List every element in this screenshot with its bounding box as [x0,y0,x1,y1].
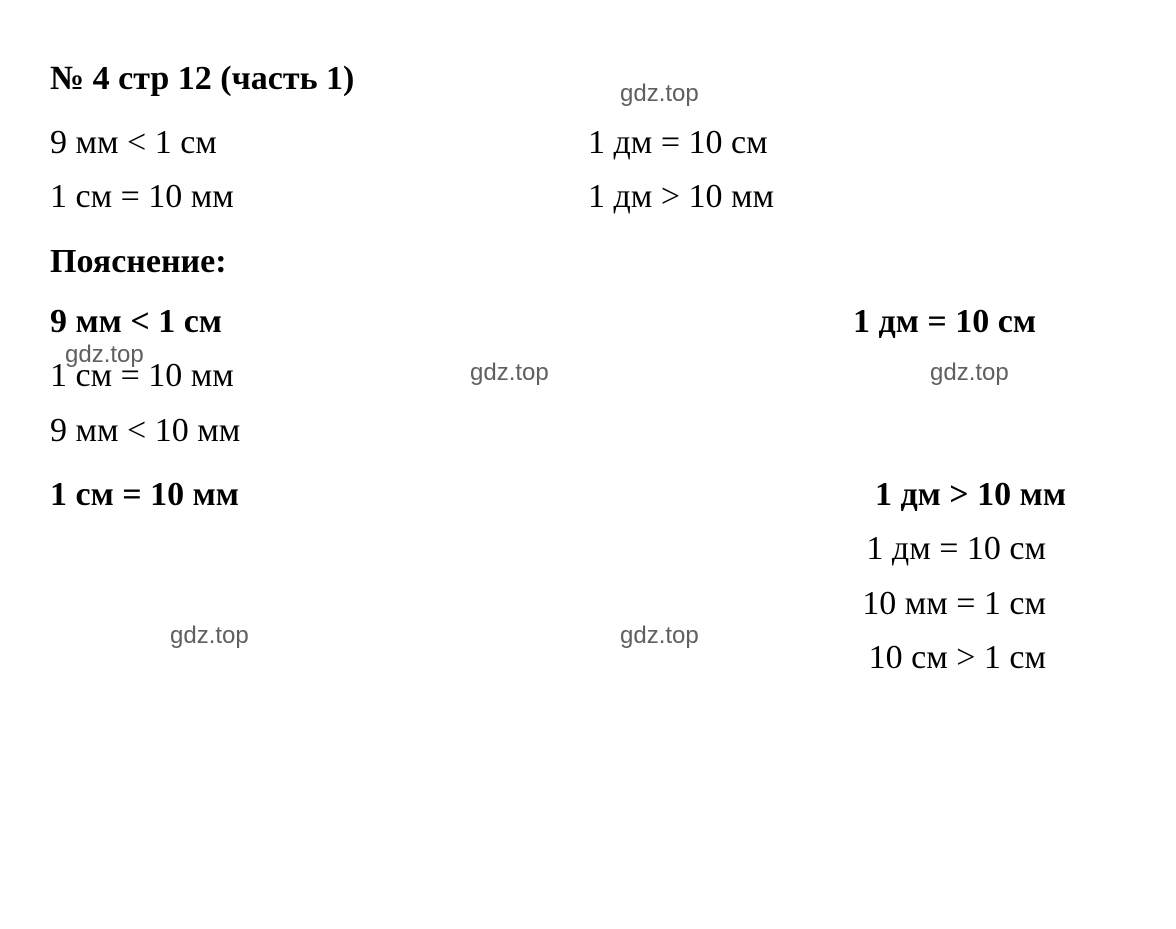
page-title: № 4 стр 12 (часть 1) [50,60,1126,98]
comparison-bold: 1 см = 10 мм [50,468,588,522]
comparison-line: 1 дм > 10 мм [588,170,1126,224]
comparison-top: 9 мм < 1 см 1 см = 10 мм 1 дм = 10 см 1 … [50,116,1126,225]
watermark-text: gdz.top [620,80,699,108]
watermark-text: gdz.top [620,622,699,650]
explanation-row-2: 1 см = 10 мм 1 дм > 10 мм [50,468,1126,522]
comparison-line: 1 см = 10 мм [50,170,588,224]
comparison-bold: 1 дм = 10 см [588,295,1036,349]
explanation-row-1: 9 мм < 1 см 1 дм = 10 см [50,295,1126,349]
comparison-line: 1 дм = 10 см [588,116,1126,170]
watermark-text: gdz.top [65,341,144,369]
watermark-text: gdz.top [470,359,549,387]
comparison-line: 1 дм = 10 см [588,522,1046,576]
comparison-bold: 1 дм > 10 мм [588,468,1066,522]
comparison-line: 9 мм < 1 см [50,116,588,170]
watermark-text: gdz.top [930,359,1009,387]
comparison-line: 9 мм < 10 мм [50,404,1126,458]
explanation-header: Пояснение: [50,243,1126,281]
watermark-text: gdz.top [170,622,249,650]
